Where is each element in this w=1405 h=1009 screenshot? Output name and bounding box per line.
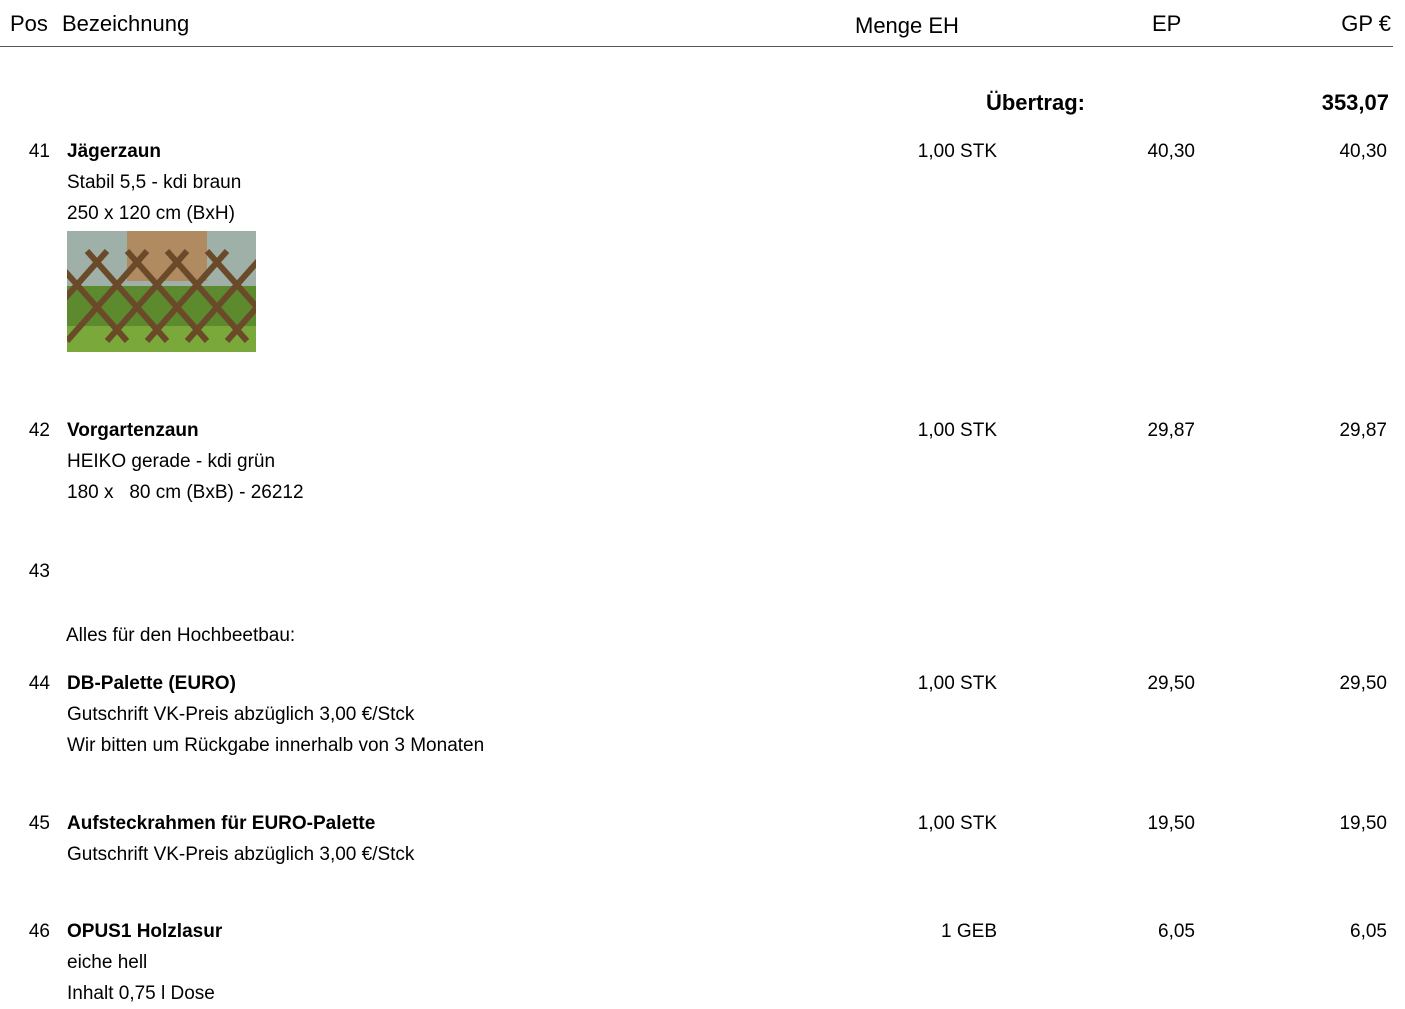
item-title: OPUS1 Holzlasur bbox=[67, 917, 222, 947]
header-ep: EP bbox=[1152, 9, 1181, 39]
item-ep: 6,05 bbox=[1158, 917, 1195, 947]
item-desc: Gutschrift VK-Preis abzüglich 3,00 €/Stc… bbox=[67, 700, 414, 730]
header-gp: GP € bbox=[1341, 9, 1391, 39]
item-pos: 43 bbox=[29, 557, 50, 587]
item-gp: 6,05 bbox=[1350, 917, 1387, 947]
item-ep: 19,50 bbox=[1147, 809, 1195, 839]
item-eh: STK bbox=[960, 141, 997, 162]
item-quantity: 1,00 STK bbox=[918, 809, 997, 839]
item-title: Aufsteckrahmen für EURO-Palette bbox=[67, 809, 375, 839]
item-desc: Wir bitten um Rückgabe innerhalb von 3 M… bbox=[67, 731, 484, 761]
item-menge: 1,00 bbox=[918, 673, 955, 694]
invoice-page: Pos Bezeichnung Menge EH EP GP € Übertra… bbox=[0, 0, 1405, 1007]
item-quantity: 1 GEB bbox=[941, 917, 997, 947]
item-title: DB-Palette (EURO) bbox=[67, 669, 236, 699]
item-ep: 29,87 bbox=[1147, 416, 1195, 446]
item-menge: 1,00 bbox=[918, 420, 955, 441]
item-eh: STK bbox=[960, 813, 997, 834]
item-eh: STK bbox=[960, 673, 997, 694]
item-pos: 41 bbox=[29, 137, 50, 167]
item-menge: 1,00 bbox=[918, 141, 955, 162]
item-eh: STK bbox=[960, 420, 997, 441]
item-pos: 44 bbox=[29, 669, 50, 699]
item-pos: 42 bbox=[29, 416, 50, 446]
item-desc: Stabil 5,5 - kdi braun bbox=[67, 168, 241, 198]
item-quantity: 1,00 STK bbox=[918, 137, 997, 167]
item-quantity: 1,00 STK bbox=[918, 416, 997, 446]
item-quantity: 1,00 STK bbox=[918, 669, 997, 699]
item-ep: 40,30 bbox=[1147, 137, 1195, 167]
item-pos: 46 bbox=[29, 917, 50, 947]
header-menge-eh: Menge EH bbox=[855, 11, 959, 41]
item-gp: 29,50 bbox=[1339, 669, 1387, 699]
product-image bbox=[67, 231, 256, 352]
item-title: Vorgartenzaun bbox=[67, 416, 199, 446]
item-gp: 40,30 bbox=[1339, 137, 1387, 167]
uebertrag-label: Übertrag: bbox=[986, 88, 1085, 118]
item-menge: 1 bbox=[941, 921, 952, 942]
header-bezeichnung: Bezeichnung bbox=[62, 9, 189, 39]
item-desc: Inhalt 0,75 l Dose bbox=[67, 979, 215, 1009]
header-rule bbox=[0, 46, 1393, 47]
item-pos: 45 bbox=[29, 809, 50, 839]
item-menge: 1,00 bbox=[918, 813, 955, 834]
item-title: Jägerzaun bbox=[67, 137, 161, 167]
item-gp: 29,87 bbox=[1339, 416, 1387, 446]
item-eh: GEB bbox=[957, 921, 997, 942]
section-note: Alles für den Hochbeetbau: bbox=[66, 621, 295, 651]
uebertrag-value: 353,07 bbox=[1322, 88, 1389, 118]
item-desc: Gutschrift VK-Preis abzüglich 3,00 €/Stc… bbox=[67, 840, 414, 870]
item-gp: 19,50 bbox=[1339, 809, 1387, 839]
item-desc: eiche hell bbox=[67, 948, 147, 978]
item-desc: 250 x 120 cm (BxH) bbox=[67, 199, 235, 229]
item-ep: 29,50 bbox=[1147, 669, 1195, 699]
item-desc: HEIKO gerade - kdi grün bbox=[67, 447, 275, 477]
header-pos: Pos bbox=[10, 9, 48, 39]
item-desc: 180 x 80 cm (BxB) - 26212 bbox=[67, 478, 304, 508]
